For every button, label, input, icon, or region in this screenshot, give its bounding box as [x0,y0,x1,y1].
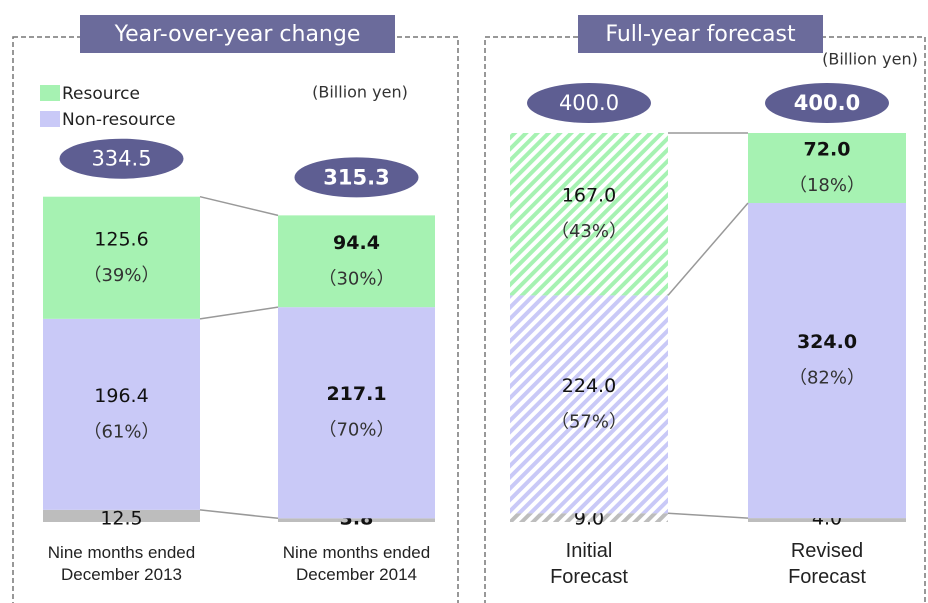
total-oval [294,157,419,198]
bar-segment [510,513,668,522]
value-label: 224.0 [562,375,616,397]
value-label: 12.5 [100,508,142,530]
percent-label: （18%） [789,175,865,196]
category-label: Nine months ended December 2014 [282,543,431,585]
total-oval [765,83,889,123]
bar-segment [510,133,668,296]
total-label: 334.5 [91,147,151,171]
title-box [80,15,395,53]
bar-segment [43,509,200,522]
bar-segment [748,203,906,519]
category-label: Nine months ended December 2013 [47,543,196,585]
total-label: 400.0 [794,91,860,115]
percent-label: （43%） [551,221,627,242]
panel-border [12,36,459,603]
bar-segment [748,518,906,522]
value-label: 196.4 [94,385,148,407]
percent-label: （30%） [318,268,394,289]
title-box [578,15,823,53]
value-label: 94.4 [333,232,380,254]
connector [199,509,279,520]
bar-segment [510,295,668,514]
bar-segment [43,196,200,319]
total-label: 315.3 [323,165,389,189]
connector [199,306,279,320]
category-label: Revised Forecast [788,540,866,588]
legend-swatch [40,111,60,127]
value-label: 217.1 [326,383,386,405]
connector [199,195,279,217]
value-label: 324.0 [797,331,857,353]
total-oval [527,83,651,123]
chart-title: Full-year forecast [605,22,796,47]
percent-label: （39%） [83,265,159,286]
total-label: 400.0 [559,91,619,115]
percent-label: （82%） [789,368,865,389]
bar-segment [748,133,906,204]
bar-segment [278,215,435,308]
chart-title: Year-over-year change [114,22,361,47]
unit-label: (Billion yen) [312,83,408,102]
legend-label: Non-resource [62,110,176,130]
connector [667,512,749,519]
value-label: 167.0 [562,185,616,207]
percent-label: （70%） [318,420,394,441]
value-label: 72.0 [804,139,851,161]
percent-label: （57%） [551,411,627,432]
bar-segment [278,518,435,522]
percent-label: （61%） [83,421,159,442]
unit-label: (Billion yen) [822,50,918,69]
legend-swatch [40,85,60,101]
legend-label: Resource [62,84,140,104]
bar-segment [278,307,435,519]
connector [667,202,749,296]
bar-segment [43,318,200,510]
value-label: 125.6 [94,228,148,250]
total-oval [59,138,184,179]
category-label: Initial Forecast [550,540,628,588]
